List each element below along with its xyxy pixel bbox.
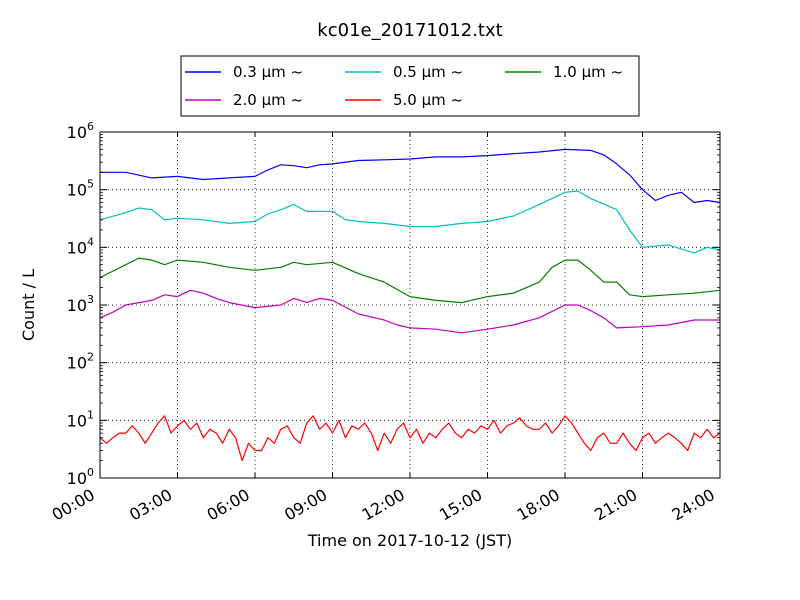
- x-tick-label: 21:00: [591, 485, 640, 525]
- y-tick-exponent: 2: [87, 351, 94, 364]
- x-tick-label: 09:00: [281, 485, 330, 525]
- series-line-4: [99, 415, 721, 462]
- x-tick-label: 06:00: [204, 485, 253, 525]
- x-tick-label: 15:00: [436, 485, 485, 525]
- series-line-0: [100, 148, 721, 204]
- series-line-2: [99, 257, 721, 304]
- y-tick-label: 105: [67, 178, 94, 200]
- y-tick-exponent: 3: [87, 293, 94, 306]
- series-layer: [99, 148, 721, 462]
- legend: 0.3 μm ~ 0.5 μm ~ 1.0 μm ~ 2.0 μm ~ 5.0 μm ~: [180, 55, 640, 117]
- y-tick-base: 10: [67, 411, 87, 430]
- x-tick-label: 24:00: [669, 485, 718, 525]
- legend-box: [180, 55, 640, 117]
- x-tick-label: 12:00: [359, 485, 408, 525]
- y-tick-label: 101: [67, 408, 94, 430]
- x-tick-label: 18:00: [514, 485, 563, 525]
- y-tick-label: 100: [67, 466, 94, 488]
- y-tick-base: 10: [67, 181, 87, 200]
- y-tick-exponent: 5: [87, 178, 94, 191]
- y-tick-exponent: 4: [87, 235, 94, 248]
- y-tick-label: 102: [67, 351, 94, 373]
- x-axis-label: Time on 2017-10-12 (JST): [307, 531, 512, 550]
- legend-label-3: 2.0 μm ~: [233, 91, 303, 109]
- legend-label-0: 0.3 μm ~: [233, 63, 303, 81]
- axes: 00:00 03:00 06:00 09:00 12:00 15:00 18:00 21:00…: [49, 120, 721, 525]
- y-tick-exponent: 6: [87, 120, 94, 133]
- y-axis-label: Count / L: [19, 269, 38, 341]
- legend-label-2: 1.0 μm ~: [553, 63, 623, 81]
- x-tick-label: 00:00: [49, 485, 98, 525]
- legend-label-4: 5.0 μm ~: [393, 91, 463, 109]
- y-tick-exponent: 0: [87, 466, 94, 479]
- y-tick-exponent: 1: [87, 408, 94, 421]
- legend-label-1: 0.5 μm ~: [393, 63, 463, 81]
- x-tick-label: 03:00: [126, 485, 175, 525]
- series-line-3: [99, 289, 720, 334]
- y-tick-base: 10: [67, 354, 87, 373]
- y-tick-label: 103: [67, 293, 94, 315]
- y-tick-base: 10: [67, 123, 87, 142]
- y-tick-label: 104: [67, 235, 94, 257]
- chart-title: kc01e_20171012.txt: [317, 20, 502, 41]
- y-tick-base: 10: [67, 296, 87, 315]
- y-tick-base: 10: [67, 469, 87, 488]
- y-tick-base: 10: [67, 238, 87, 257]
- y-tick-label: 106: [67, 120, 94, 142]
- series-line-1: [99, 190, 721, 254]
